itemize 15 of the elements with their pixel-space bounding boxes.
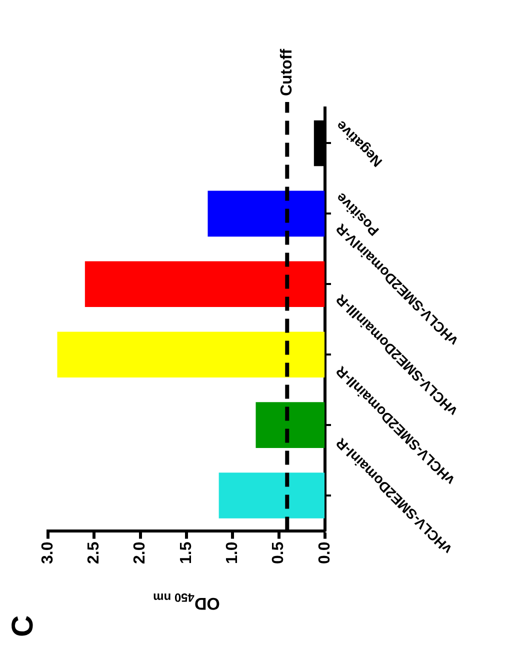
bar — [256, 402, 324, 448]
x-tick-label: 0.0 — [316, 542, 334, 564]
x-tick-label: 1.0 — [224, 542, 242, 564]
x-tick-label: 3.0 — [39, 542, 56, 564]
bar — [84, 261, 324, 308]
x-tick-label: 2.5 — [86, 542, 103, 564]
x-tick-label: 1.5 — [178, 542, 195, 564]
x-tick-label: 2.0 — [132, 542, 149, 564]
bar — [208, 190, 324, 237]
ref-line-label: Cutoff — [278, 48, 296, 96]
bar — [218, 472, 324, 518]
x-tick-label: 0.5 — [270, 542, 288, 564]
x-axis-title: OD450 nm — [153, 590, 220, 614]
bar — [57, 332, 324, 378]
text: C — [6, 615, 40, 637]
